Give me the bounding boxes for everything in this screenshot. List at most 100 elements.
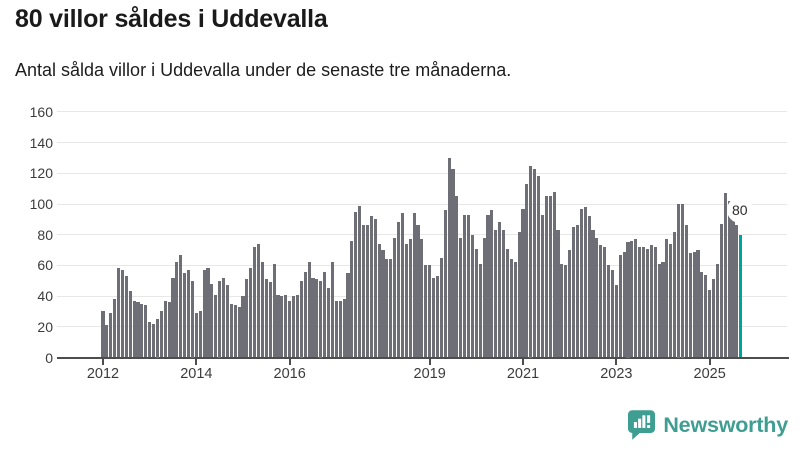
x-axis-label: 2019	[413, 365, 446, 382]
bar	[117, 268, 121, 358]
bar	[447, 157, 451, 358]
bar	[249, 268, 253, 358]
bar	[101, 311, 105, 358]
bar	[696, 250, 700, 358]
bar	[120, 270, 124, 358]
x-axis-tick	[195, 358, 198, 365]
bar	[264, 279, 268, 358]
page-title: 80 villor såldes i Uddevalla	[15, 5, 328, 33]
bar	[369, 216, 373, 358]
bar	[206, 268, 210, 358]
bar	[719, 223, 723, 358]
bar	[210, 283, 214, 358]
bar	[470, 234, 474, 358]
bar	[183, 273, 187, 358]
bar	[381, 250, 385, 358]
bar	[222, 277, 226, 358]
bar	[653, 246, 657, 358]
bar	[397, 222, 401, 358]
bar	[292, 296, 296, 358]
bar	[579, 208, 583, 358]
bar	[614, 285, 618, 358]
bar	[412, 213, 416, 358]
bar	[288, 300, 292, 358]
bar	[645, 248, 649, 358]
bar	[128, 291, 132, 358]
bar	[731, 219, 735, 358]
bar	[113, 299, 117, 358]
bar	[393, 237, 397, 358]
bar	[257, 243, 261, 358]
x-axis-label: 2016	[273, 365, 306, 382]
bar	[276, 294, 280, 358]
bar	[568, 250, 572, 358]
bar	[373, 219, 377, 358]
bar	[443, 210, 447, 358]
bar	[548, 196, 552, 358]
bar	[463, 214, 467, 358]
bar	[334, 300, 338, 358]
bar	[229, 303, 233, 358]
x-axis-tick	[615, 358, 618, 365]
bar	[478, 263, 482, 358]
bar	[680, 204, 684, 358]
gridline	[57, 172, 787, 174]
y-axis-label: 40	[37, 288, 53, 305]
y-axis-label: 100	[29, 196, 53, 212]
bar	[482, 237, 486, 358]
bar	[362, 225, 366, 358]
x-axis-label: 2014	[180, 365, 213, 382]
bar	[315, 279, 319, 358]
bar	[303, 271, 307, 358]
x-axis-label: 2023	[600, 365, 633, 382]
bar	[572, 227, 576, 358]
bar	[622, 251, 626, 358]
bar	[708, 289, 712, 358]
bar	[451, 168, 455, 358]
gridline	[57, 234, 787, 236]
bar	[295, 294, 299, 358]
bar	[505, 248, 509, 358]
bar	[603, 246, 607, 358]
newsworthy-logo[interactable]: Newsworthy	[628, 410, 788, 440]
x-axis-tick	[708, 358, 711, 365]
bar	[486, 214, 490, 358]
bar	[673, 231, 677, 358]
bar	[513, 262, 517, 358]
bar	[498, 222, 502, 358]
bar	[167, 302, 171, 358]
bar	[124, 276, 128, 358]
bar	[190, 280, 194, 358]
bar	[365, 225, 369, 358]
bar	[175, 262, 179, 358]
y-axis-label: 60	[37, 257, 53, 274]
bar	[424, 265, 428, 358]
bar	[140, 303, 144, 358]
bar	[385, 259, 389, 358]
bar	[587, 216, 591, 358]
bar	[159, 311, 163, 358]
bar	[688, 253, 692, 358]
y-axis-label: 120	[29, 165, 53, 182]
bar	[253, 246, 257, 358]
x-axis-tick	[522, 358, 524, 365]
bar	[272, 263, 276, 358]
bar	[214, 294, 218, 358]
y-axis-label: 140	[29, 134, 53, 151]
bar	[144, 305, 148, 358]
bar	[109, 312, 113, 358]
bar	[148, 322, 152, 358]
bar	[225, 285, 229, 358]
bar	[638, 246, 642, 358]
bar	[610, 270, 614, 358]
bar	[618, 254, 622, 358]
bar	[735, 225, 739, 358]
bar	[552, 191, 556, 358]
bar	[525, 184, 529, 358]
bar	[435, 276, 439, 358]
bar	[692, 251, 696, 358]
bar	[575, 225, 579, 358]
gridline	[57, 111, 787, 113]
x-axis-tick	[288, 358, 291, 365]
bar	[163, 300, 167, 358]
